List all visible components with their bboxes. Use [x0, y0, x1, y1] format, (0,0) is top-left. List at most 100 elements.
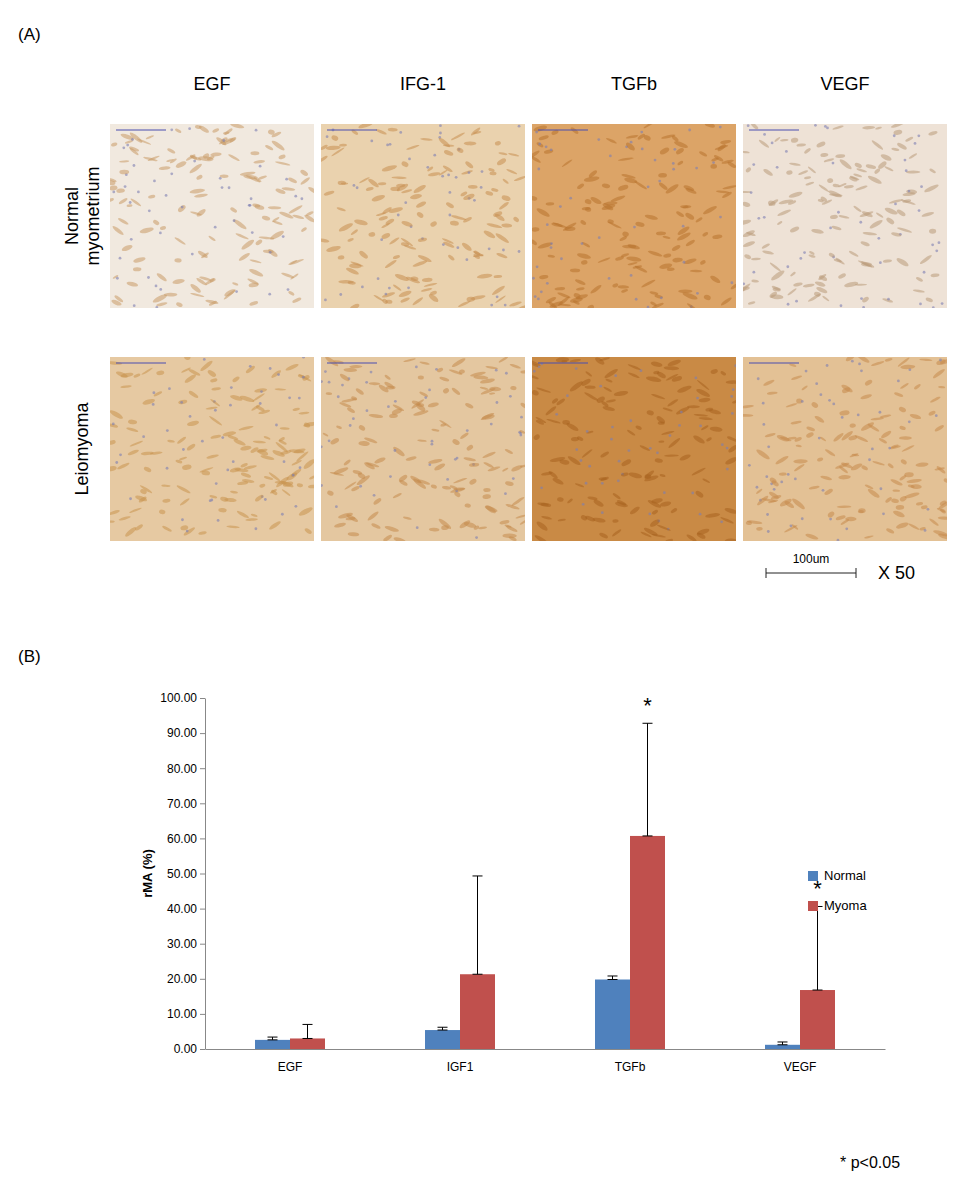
- cell: [488, 167, 495, 172]
- cell: [730, 283, 736, 290]
- nucleus: [259, 402, 262, 405]
- cell: [430, 484, 437, 490]
- x-tick: EGF: [278, 1060, 303, 1074]
- cell: [374, 456, 387, 464]
- error-bar-cap: [473, 875, 483, 876]
- cell: [762, 168, 773, 177]
- nucleus: [285, 178, 288, 181]
- nucleus: [181, 206, 184, 209]
- y-tick-label: 100.00: [160, 691, 197, 705]
- cell: [133, 267, 141, 271]
- cell: [161, 484, 170, 487]
- cell: [504, 448, 513, 455]
- cell: [443, 149, 454, 157]
- cell: [267, 129, 275, 136]
- nucleus: [743, 282, 745, 285]
- cell: [572, 299, 580, 305]
- cell: [169, 158, 177, 164]
- nucleus: [726, 447, 729, 450]
- cell: [339, 373, 351, 383]
- nucleus: [361, 286, 364, 289]
- cell: [627, 363, 641, 370]
- cell: [890, 445, 901, 450]
- cell: [658, 181, 669, 190]
- cell: [484, 505, 498, 514]
- cell: [501, 223, 512, 227]
- cell: [275, 388, 287, 391]
- cell: [862, 126, 875, 130]
- nucleus: [188, 127, 191, 130]
- cell: [247, 277, 260, 285]
- y-tick: 40.00: [167, 902, 205, 916]
- cell: [187, 420, 200, 427]
- cell: [602, 202, 615, 212]
- cell: [167, 147, 176, 154]
- cell: [889, 198, 904, 204]
- cell: [349, 303, 360, 308]
- nucleus: [288, 396, 291, 399]
- legend-label: Normal: [824, 868, 866, 883]
- cell: [189, 282, 202, 294]
- cell: [250, 151, 259, 155]
- cell: [788, 190, 803, 199]
- cell: [494, 213, 506, 223]
- cell: [502, 467, 509, 472]
- cell: [278, 154, 286, 160]
- cell: [537, 502, 549, 506]
- nucleus: [277, 373, 280, 376]
- cell: [285, 363, 299, 372]
- cell: [763, 379, 775, 387]
- cell: [885, 216, 895, 225]
- cell: [661, 430, 675, 436]
- cell: [517, 304, 525, 308]
- nucleus: [152, 403, 155, 406]
- y-tick-label: 80.00: [167, 762, 197, 776]
- cell: [641, 279, 656, 289]
- cell: [439, 376, 450, 382]
- cell: [612, 283, 619, 289]
- cell: [392, 254, 400, 259]
- nucleus: [292, 474, 295, 477]
- nucleus: [287, 288, 290, 291]
- nucleus: [932, 306, 935, 308]
- cell: [644, 474, 659, 482]
- y-tick: 90.00: [167, 726, 205, 740]
- error-bar: [303, 1024, 313, 1038]
- y-tick-mark: [200, 979, 205, 980]
- cell: [581, 448, 593, 458]
- nucleus: [546, 223, 549, 226]
- cell: [232, 218, 247, 231]
- cell: [532, 227, 539, 232]
- cell: [371, 522, 381, 529]
- cell: [175, 160, 187, 169]
- cell: [298, 373, 312, 382]
- cell: [860, 240, 870, 247]
- nucleus: [131, 138, 134, 141]
- nucleus: [373, 494, 376, 497]
- cell: [818, 184, 830, 193]
- cell: [119, 170, 129, 175]
- cell: [649, 291, 658, 296]
- nucleus: [394, 449, 397, 452]
- nucleus: [448, 191, 451, 194]
- cell: [664, 183, 679, 195]
- cell: [923, 183, 939, 193]
- cell: [386, 386, 396, 390]
- cell: [485, 190, 494, 196]
- cell: [419, 361, 430, 365]
- nucleus: [155, 285, 158, 288]
- cell: [470, 294, 486, 301]
- nucleus: [776, 166, 779, 169]
- cell: [256, 448, 269, 457]
- cell: [606, 399, 616, 403]
- cell: [658, 173, 667, 178]
- cell: [827, 178, 834, 184]
- cell: [803, 147, 811, 154]
- cell: [876, 212, 884, 219]
- cell: [602, 405, 615, 412]
- cell: [354, 218, 369, 226]
- cell: [381, 222, 390, 229]
- cell: [620, 458, 632, 467]
- nucleus: [353, 184, 356, 187]
- cell: [129, 507, 142, 514]
